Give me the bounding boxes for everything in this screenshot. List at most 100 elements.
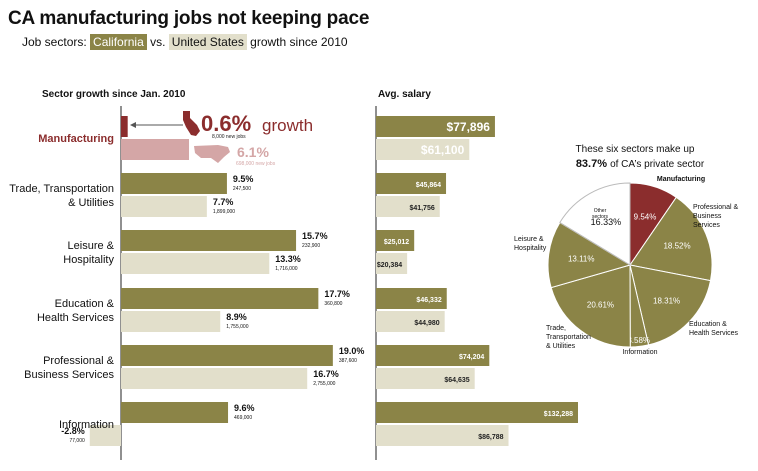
data-label-united-states: 7.7% xyxy=(213,197,234,207)
data-label-united-states: -2.8% xyxy=(61,426,85,436)
pie-slice-label: Other xyxy=(594,208,607,214)
bar-california xyxy=(121,173,227,194)
jobs-label-california: 387,600 xyxy=(339,358,357,364)
pie-value-label: 3.58% xyxy=(627,336,650,345)
category-label: Professional & xyxy=(43,355,115,367)
pie-slice-label: Health Services xyxy=(689,330,739,337)
category-label: Leisure & xyxy=(68,240,115,252)
salary-label-california: $74,204 xyxy=(459,354,484,361)
pie-value-label: 13.11% xyxy=(568,254,595,263)
bar-california xyxy=(121,345,333,366)
salary-chart-title: Avg. salary xyxy=(378,89,431,100)
subtitle-vs: vs. xyxy=(150,35,166,49)
salary-bar-united-states xyxy=(376,425,509,446)
jobs-label-united-states: 2,755,000 xyxy=(313,381,335,387)
pie-value-label: 9.54% xyxy=(634,212,657,221)
bar-united-states xyxy=(121,368,308,389)
pie-slice-label: Transportation xyxy=(546,334,591,341)
salary-label-california: $25,012 xyxy=(384,239,409,246)
pie-slice-label: Services xyxy=(693,222,720,229)
pie-slice-label: Manufacturing xyxy=(657,176,705,183)
chart-title: CA manufacturing jobs not keeping pace xyxy=(8,8,370,29)
pie-title: These six sectors make up xyxy=(576,144,695,155)
pie-slice-label: Information xyxy=(622,349,657,356)
category-label: & Utilities xyxy=(68,197,114,209)
category-label: Hospitality xyxy=(63,254,114,266)
salary-bar-california xyxy=(376,230,415,251)
bar-united-states xyxy=(121,196,207,217)
salary-bar-california xyxy=(376,116,495,137)
data-label-california: 0.6% xyxy=(201,111,251,136)
salary-bar-california xyxy=(376,173,447,194)
data-label-united-states: 13.3% xyxy=(275,254,301,264)
category-label: Education & xyxy=(55,298,115,310)
pie-value-label: 18.52% xyxy=(663,242,690,251)
arrow-left-icon xyxy=(130,122,136,128)
jobs-label-california: 247,500 xyxy=(233,186,251,192)
salary-label-california: $77,896 xyxy=(447,120,491,134)
pie-value-label: 18.31% xyxy=(653,296,680,305)
bar-california xyxy=(121,230,297,251)
pie-slice xyxy=(629,264,712,346)
salary-label-united-states: $61,100 xyxy=(421,143,465,157)
pie-slice xyxy=(550,264,631,348)
jobs-label-united-states: 77,000 xyxy=(69,438,85,444)
salary-label-united-states: $41,756 xyxy=(409,205,434,212)
pie-subtitle: 83.7% of CA’s private sector xyxy=(576,158,705,170)
pie-value-label: 16.33% xyxy=(591,217,622,227)
bar-california xyxy=(121,116,128,137)
salary-label-california: $45,864 xyxy=(416,182,441,189)
salary-label-united-states: $20,384 xyxy=(377,262,402,269)
category-label: Health Services xyxy=(37,312,115,324)
bar-united-states xyxy=(89,425,121,446)
data-label-california: 9.5% xyxy=(233,174,254,184)
pie-slice-label: Trade, xyxy=(546,325,566,332)
growth-annotation: growth xyxy=(262,116,313,135)
salary-bar-california xyxy=(376,288,447,309)
salary-bar-united-states xyxy=(376,368,475,389)
data-label-california: 19.0% xyxy=(339,346,365,356)
jobs-label-united-states: 698,000 new jobs xyxy=(236,161,276,167)
salary-bar-united-states xyxy=(376,311,445,332)
pie-slice-label: Business xyxy=(693,213,722,220)
data-label-united-states: 16.7% xyxy=(313,369,339,379)
category-label: Information xyxy=(59,419,114,431)
data-label-united-states: 6.1% xyxy=(237,144,269,160)
pie-slice xyxy=(629,196,713,282)
pie-slice-label: sectors xyxy=(592,214,609,220)
pie-slice-label: Leisure & xyxy=(514,236,544,243)
bar-united-states xyxy=(121,253,270,274)
salary-label-california: $132,288 xyxy=(544,411,573,418)
jobs-label-united-states: 1,899,000 xyxy=(213,209,235,215)
salary-label-united-states: $44,980 xyxy=(414,320,439,327)
bar-california xyxy=(121,288,319,309)
subtitle-prefix: Job sectors: xyxy=(22,35,87,49)
salary-label-united-states: $64,635 xyxy=(444,377,469,384)
us-map-icon xyxy=(194,145,230,163)
pie-subtitle-bold: 83.7% xyxy=(576,158,610,170)
data-label-california: 15.7% xyxy=(302,231,328,241)
california-map-icon xyxy=(183,111,200,136)
pie-subtitle-rest: of CA’s private sector xyxy=(610,159,705,170)
salary-label-united-states: $86,788 xyxy=(478,434,503,441)
bar-california xyxy=(121,402,229,423)
subtitle-suffix: growth since 2010 xyxy=(250,35,348,49)
category-label: Business Services xyxy=(24,369,114,381)
data-label-california: 17.7% xyxy=(324,289,350,299)
pie-slice-label: Professional & xyxy=(693,204,738,211)
subtitle-united-states: United States xyxy=(168,34,247,50)
category-label: Trade, Transportation xyxy=(9,183,114,195)
jobs-label-california: 232,900 xyxy=(302,243,320,249)
salary-bar-california xyxy=(376,345,490,366)
bar-united-states xyxy=(121,139,190,160)
jobs-label-united-states: 1,755,000 xyxy=(226,324,248,330)
jobs-label-california: 360,800 xyxy=(324,301,342,307)
data-label-california: 9.6% xyxy=(234,403,255,413)
salary-bar-united-states xyxy=(376,196,440,217)
chart-subtitle: Job sectors: California vs. United State… xyxy=(22,34,348,50)
bar-united-states xyxy=(121,311,221,332)
pie-slice xyxy=(547,221,632,289)
growth-chart-title: Sector growth since Jan. 2010 xyxy=(42,89,186,100)
pie-slice-label: Education & xyxy=(689,321,727,328)
